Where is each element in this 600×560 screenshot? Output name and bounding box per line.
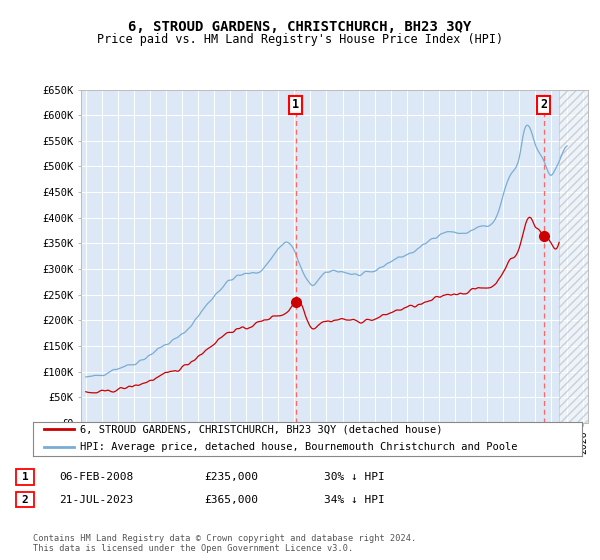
Text: £235,000: £235,000: [204, 472, 258, 482]
Text: 6, STROUD GARDENS, CHRISTCHURCH, BH23 3QY (detached house): 6, STROUD GARDENS, CHRISTCHURCH, BH23 3Q…: [80, 424, 442, 435]
Text: £365,000: £365,000: [204, 494, 258, 505]
Text: 2: 2: [22, 494, 29, 505]
Text: 06-FEB-2008: 06-FEB-2008: [59, 472, 133, 482]
Text: Price paid vs. HM Land Registry's House Price Index (HPI): Price paid vs. HM Land Registry's House …: [97, 32, 503, 46]
Text: 6, STROUD GARDENS, CHRISTCHURCH, BH23 3QY: 6, STROUD GARDENS, CHRISTCHURCH, BH23 3Q…: [128, 20, 472, 34]
Text: 1: 1: [292, 99, 299, 111]
Text: 21-JUL-2023: 21-JUL-2023: [59, 494, 133, 505]
Text: 1: 1: [22, 472, 29, 482]
Text: HPI: Average price, detached house, Bournemouth Christchurch and Poole: HPI: Average price, detached house, Bour…: [80, 442, 517, 452]
Text: Contains HM Land Registry data © Crown copyright and database right 2024.
This d: Contains HM Land Registry data © Crown c…: [33, 534, 416, 553]
Text: 2: 2: [540, 99, 547, 111]
Text: 30% ↓ HPI: 30% ↓ HPI: [324, 472, 385, 482]
Text: 34% ↓ HPI: 34% ↓ HPI: [324, 494, 385, 505]
Bar: [559, 90, 588, 423]
